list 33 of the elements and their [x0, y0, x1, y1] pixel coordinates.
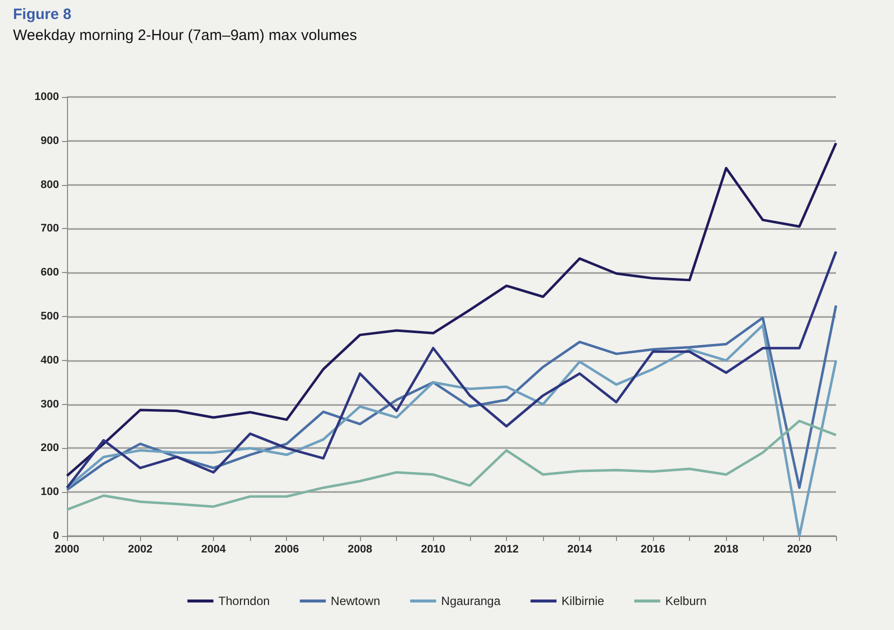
y-tick-label: 1000	[34, 91, 59, 103]
legend-label: Kelburn	[665, 594, 707, 608]
x-tick-label: 2014	[567, 544, 593, 556]
x-tick-label: 2010	[420, 544, 446, 556]
y-tick-label: 900	[40, 134, 59, 147]
x-tick-label: 2018	[714, 544, 738, 556]
x-tick-label: 2002	[128, 544, 152, 556]
y-tick-label: 600	[40, 266, 59, 279]
x-tick-label: 2008	[348, 544, 372, 556]
x-tick-label: 2000	[54, 544, 80, 556]
legend-label: Kilbirnie	[562, 594, 605, 608]
y-tick-label: 400	[40, 354, 59, 366]
y-tick-label: 700	[40, 222, 59, 235]
x-tick-label: 2012	[494, 544, 519, 556]
legend-label: Thorndon	[218, 594, 270, 608]
y-tick-label: 200	[40, 442, 59, 454]
x-tick-label: 2020	[787, 544, 812, 556]
y-tick-label: 300	[40, 398, 59, 410]
chart-title: Figure 8	[13, 6, 72, 23]
line-series	[66, 250, 838, 489]
line-series	[66, 142, 838, 478]
chart-subtitle: Weekday morning 2-Hour (7am–9am) max volumes	[13, 27, 358, 44]
x-tick-label: 2006	[274, 544, 299, 556]
legend-label: Ngauranga	[441, 594, 501, 608]
y-tick-label: 500	[40, 310, 59, 322]
line-series	[66, 304, 838, 492]
legend-label: Newtown	[330, 594, 380, 608]
x-tick-label: 2004	[201, 544, 227, 556]
y-tick-label: 100	[40, 486, 59, 498]
line-series	[66, 420, 838, 511]
y-tick-label: 0	[52, 530, 59, 542]
x-tick-label: 2016	[640, 544, 666, 556]
y-tick-label: 800	[40, 178, 59, 191]
